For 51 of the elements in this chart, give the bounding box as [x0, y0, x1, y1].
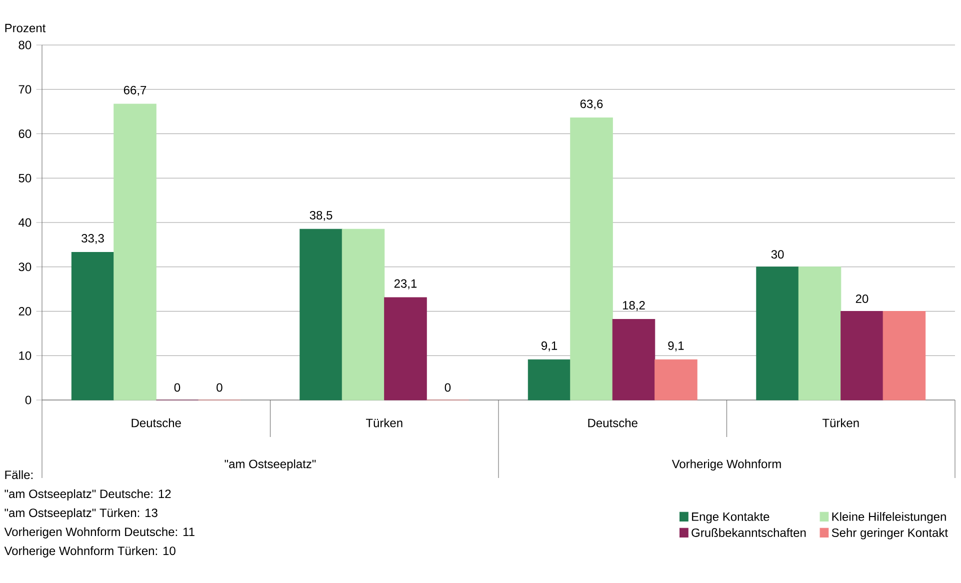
- text: "am Ostseeplatz" Türken: 13: [4, 508, 158, 520]
- bar: [342, 228, 385, 400]
- x-tick-label: Türken: [822, 418, 859, 428]
- legend-label: Sehr geringer Kontakt: [832, 528, 948, 540]
- data-label: 38,5: [310, 210, 332, 221]
- legend-label: Enge Kontakte: [692, 512, 770, 524]
- y-tick-label: 80: [18, 40, 32, 50]
- data-label: 9,1: [542, 341, 558, 352]
- y-tick-label: 70: [18, 85, 32, 94]
- x-tick-label: Deutsche: [588, 418, 638, 428]
- text: Vorherige Wohnform: [672, 459, 781, 471]
- y-tick-label: 40: [18, 218, 32, 227]
- text: "am Ostseeplatz" Deutsche: 12: [4, 489, 171, 500]
- text: "am Ostseeplatz": [224, 459, 316, 471]
- y-tick-label: 30: [18, 262, 32, 272]
- bar: [840, 310, 884, 400]
- bar: [654, 359, 698, 400]
- data-label: 0: [174, 383, 180, 392]
- bar: [384, 297, 427, 400]
- data-label: 30: [771, 250, 784, 259]
- y-tick-label: 60: [18, 129, 32, 138]
- bar: [798, 266, 842, 400]
- data-label: 9,1: [668, 341, 684, 352]
- legend-label: Kleine Hilfeleistungen: [832, 512, 946, 524]
- bar: [612, 318, 656, 400]
- bar: [882, 310, 926, 400]
- text: Fälle:: [5, 470, 33, 480]
- data-label: 33,3: [82, 234, 104, 244]
- y-axis-title: Prozent: [5, 24, 46, 32]
- data-label: 63,6: [580, 100, 603, 110]
- bar: [300, 228, 342, 400]
- y-tick-label: 50: [18, 174, 32, 182]
- bar: [528, 359, 571, 400]
- bar: [756, 266, 799, 400]
- data-label: 23,1: [394, 279, 417, 290]
- y-tick-label: 20: [18, 306, 32, 316]
- y-tick-label: 10: [19, 351, 32, 360]
- y-tick-label: 0: [25, 396, 32, 404]
- data-label: 0: [444, 383, 451, 392]
- bar: [570, 118, 613, 400]
- x-tick-label: Türken: [366, 418, 402, 428]
- data-label: 20: [856, 294, 868, 303]
- data-label: 18,2: [622, 301, 645, 311]
- bar: [71, 252, 114, 400]
- text: Vorherigen Wohnform Deutsche: 11: [4, 527, 194, 538]
- x-tick-label: Deutsche: [132, 418, 181, 428]
- bar: [114, 104, 156, 400]
- data-label: 66,7: [124, 86, 146, 96]
- legend-label: Grußbekanntschaften: [692, 528, 806, 537]
- data-label: 0: [216, 383, 222, 392]
- text: Vorherige Wohnform Türken: 10: [4, 546, 176, 558]
